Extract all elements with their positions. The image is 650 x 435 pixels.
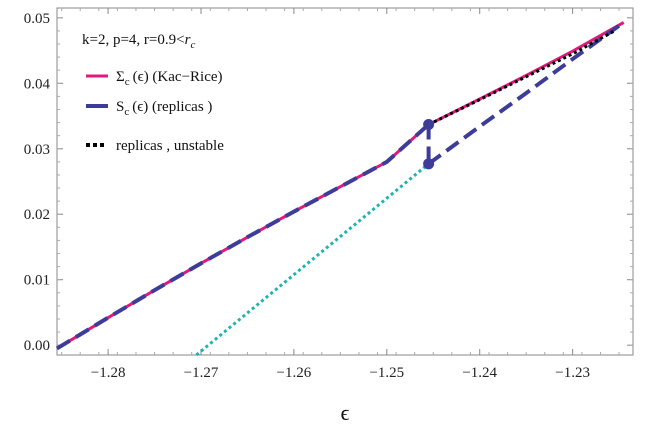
plot-frame xyxy=(56,7,634,356)
y-tick-label: 0.00 xyxy=(24,338,50,354)
series-line-sc-replicas xyxy=(55,123,430,351)
x-axis-title: ϵ xyxy=(341,400,350,425)
x-tick-label: −1.24 xyxy=(462,365,497,381)
x-tick-label: −1.23 xyxy=(555,365,590,381)
y-tick-label: 0.04 xyxy=(24,76,51,92)
legend-label-replicas: Sc (ϵ) (replicas ) xyxy=(116,99,212,118)
data-point xyxy=(423,158,435,170)
x-tick-label: −1.26 xyxy=(277,365,312,381)
points-group xyxy=(423,119,435,170)
y-tick-label: 0.01 xyxy=(24,273,50,289)
y-tick-label: 0.02 xyxy=(24,207,50,223)
x-tick-label: −1.28 xyxy=(91,365,126,381)
x-tick-label: −1.25 xyxy=(369,365,404,381)
axis-ticks: −1.28 −1.27 −1.26 −1.25 −1.24 −1.23 0.00 0.01 0.… xyxy=(24,8,633,381)
legend-label-unstable: replicas , unstable xyxy=(116,138,224,154)
series-line-cyan-dotted xyxy=(195,162,430,357)
plot-frame-rect xyxy=(56,7,634,356)
y-tick-label: 0.05 xyxy=(24,11,50,27)
legend-label-kac-rice: Σc (ϵ) (Kac−Rice) xyxy=(116,69,223,88)
y-tick-label: 0.03 xyxy=(24,142,50,158)
series-line-sc-replicas-branch xyxy=(427,20,625,166)
data-point xyxy=(423,119,435,131)
legend: Σc (ϵ) (Kac−Rice) Sc (ϵ) (replicas ) repli… xyxy=(86,69,224,154)
x-tick-label: −1.27 xyxy=(184,365,219,381)
series-line-replicas-unstable xyxy=(427,29,616,126)
annotation-text: k=2, p=4, r=0.9<rc xyxy=(82,32,195,51)
series-group xyxy=(55,20,625,357)
